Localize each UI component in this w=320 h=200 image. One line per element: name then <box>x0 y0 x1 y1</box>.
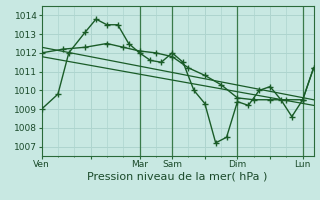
X-axis label: Pression niveau de la mer( hPa ): Pression niveau de la mer( hPa ) <box>87 172 268 182</box>
